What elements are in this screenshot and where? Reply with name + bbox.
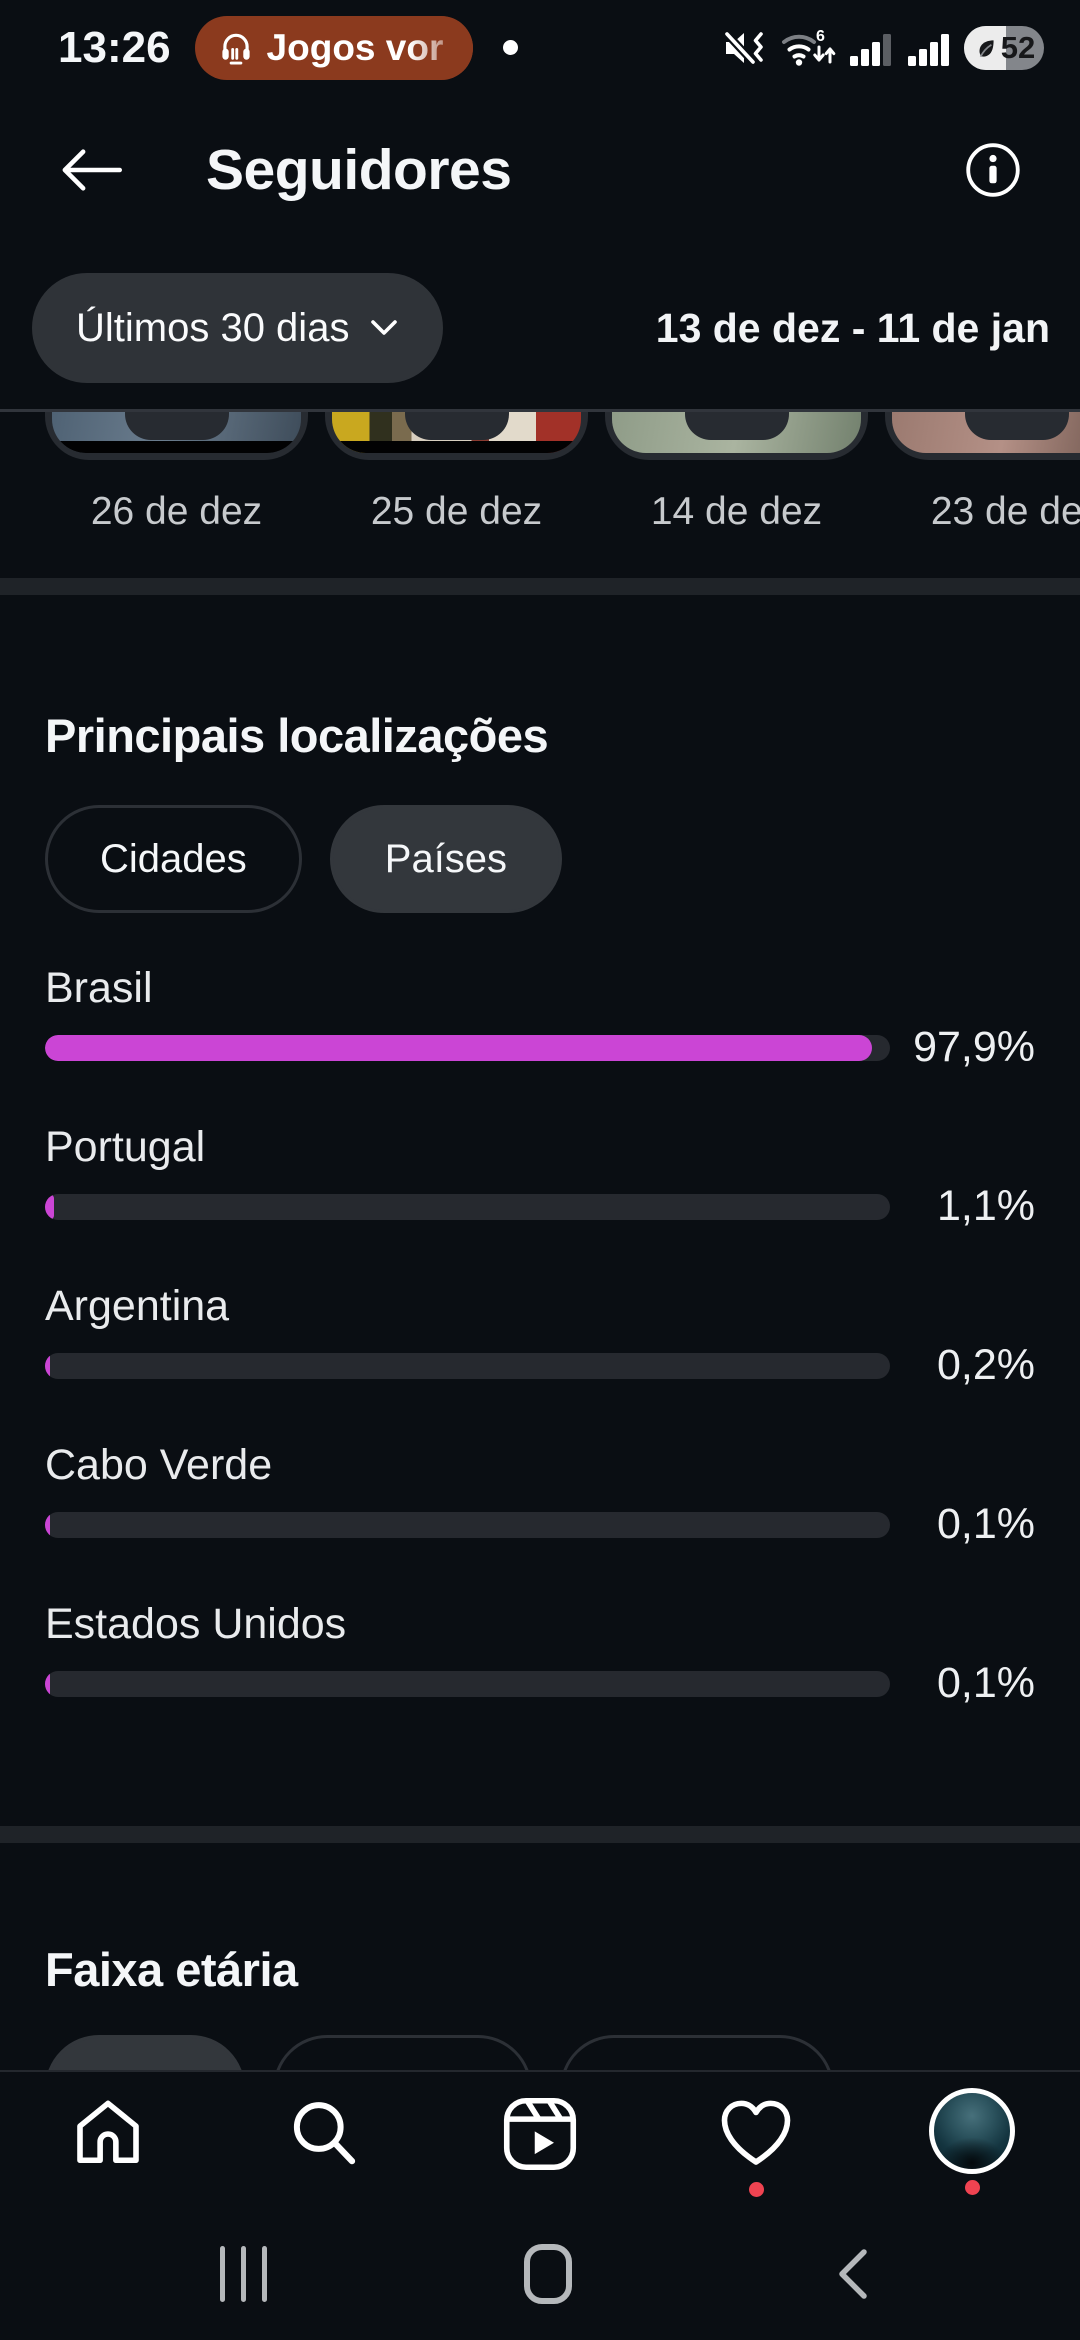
back-gesture-button[interactable] [833,2246,871,2302]
power-saving-leaf-icon [973,35,999,61]
bar-fill [45,1670,50,1697]
notification-dot-icon [503,40,519,55]
gesture-bar [0,2204,1080,2340]
location-percent: 97,9% [913,1023,1035,1071]
battery-indicator: 52 [964,25,1044,70]
location-name: Portugal [45,1123,206,1171]
clock: 13:26 [58,22,171,72]
nav-profile[interactable] [864,2072,1080,2204]
thumbnail-date: 14 de dez [650,490,823,533]
bar-track [45,1193,890,1220]
info-icon [964,141,1022,199]
location-percent: 0,2% [936,1341,1035,1389]
nav-search[interactable] [216,2072,432,2204]
thumbnail-date: 23 de dez [930,490,1080,533]
thumbnail-notch [964,412,1069,440]
thumbnail-notch [404,412,509,440]
tab-label: Cidades [100,836,247,881]
wifi6-icon: 6 [778,25,836,71]
top-locations-section: Principais localizações Cidades Países B… [0,707,1080,1708]
tab-label: Países [384,836,508,881]
signal-sim2-icon [906,26,952,70]
bar-track [45,1352,890,1379]
location-name: Cabo Verde [45,1441,273,1489]
nav-home[interactable] [0,2072,216,2204]
bar-track [45,1511,890,1538]
headphones-icon [217,29,255,67]
thumbnail-date: 26 de dez [90,490,263,533]
age-title: Faixa etária [45,1943,298,1996]
profile-badge-dot [964,2180,980,2195]
location-row: Brasil 97,9% [45,961,1035,1072]
chevron-down-icon [369,317,399,339]
thumbnail-notch [684,412,789,440]
location-percent: 0,1% [936,1659,1035,1707]
content-thumbnail[interactable] [885,412,1080,460]
location-row: Estados Unidos 0,1% [45,1597,1035,1708]
reels-icon [498,2092,582,2176]
period-label: Últimos 30 dias [76,305,350,350]
section-divider [0,1826,1080,1843]
profile-avatar [929,2088,1015,2174]
location-name: Brasil [45,964,153,1012]
bar-fill [45,1034,873,1061]
tab-cidades[interactable]: Cidades [45,805,302,913]
nav-reels[interactable] [432,2072,648,2204]
app-header: Seguidores [0,95,1080,245]
nav-activity[interactable] [648,2072,864,2204]
back-arrow-icon [58,144,122,196]
mute-vibrate-icon [720,25,766,71]
content-thumbnail[interactable] [325,412,588,460]
location-percent: 1,1% [936,1182,1035,1230]
content-thumbnail[interactable] [45,412,308,460]
thumbnail-notch [124,412,229,440]
activity-badge-dot [748,2182,764,2197]
bar-track [45,1034,890,1061]
location-row: Cabo Verde 0,1% [45,1438,1035,1549]
home-gesture-button[interactable] [524,2244,572,2304]
locations-tabs: Cidades Países [45,805,1035,913]
page-title: Seguidores [206,138,512,202]
thumbnail-image [332,412,581,453]
date-range-label: 13 de dez - 11 de jan [655,304,1050,351]
content-thumbnail[interactable] [605,412,868,460]
bottom-navigation [0,2070,1080,2340]
recents-button[interactable] [220,2246,267,2302]
svg-text:6: 6 [816,28,825,45]
location-name: Argentina [45,1282,230,1330]
filter-row: Últimos 30 dias 13 de dez - 11 de jan [0,273,1080,383]
strip-divider-line [0,409,1080,412]
location-percent: 0,1% [936,1500,1035,1548]
location-row: Portugal 1,1% [45,1120,1035,1231]
location-name: Estados Unidos [45,1600,347,1648]
locations-title: Principais localizações [45,709,549,762]
home-icon [66,2092,150,2176]
back-button[interactable] [58,144,128,196]
search-icon [282,2092,366,2176]
section-divider [0,578,1080,595]
info-button[interactable] [964,141,1022,199]
content-thumbnail-strip: 26 de dez 25 de dez 14 de dez 23 de dez [0,409,1080,536]
bar-fill [45,1511,50,1538]
tab-paises[interactable]: Países [329,805,563,913]
battery-percent: 52 [1000,29,1036,65]
media-notification-pill[interactable]: Jogos vor [194,15,474,80]
bar-fill [45,1352,50,1379]
status-bar: 13:26 Jogos vor [0,0,1080,95]
location-row: Argentina 0,2% [45,1279,1035,1390]
media-pill-label: Jogos vor [266,26,444,68]
thumbnail-date: 25 de dez [370,490,543,533]
heart-icon [714,2092,798,2176]
bar-track [45,1670,890,1697]
bar-fill [45,1193,55,1220]
status-icons: 6 [720,25,1044,71]
signal-sim1-icon [848,26,894,70]
period-dropdown[interactable]: Últimos 30 dias [32,273,444,383]
